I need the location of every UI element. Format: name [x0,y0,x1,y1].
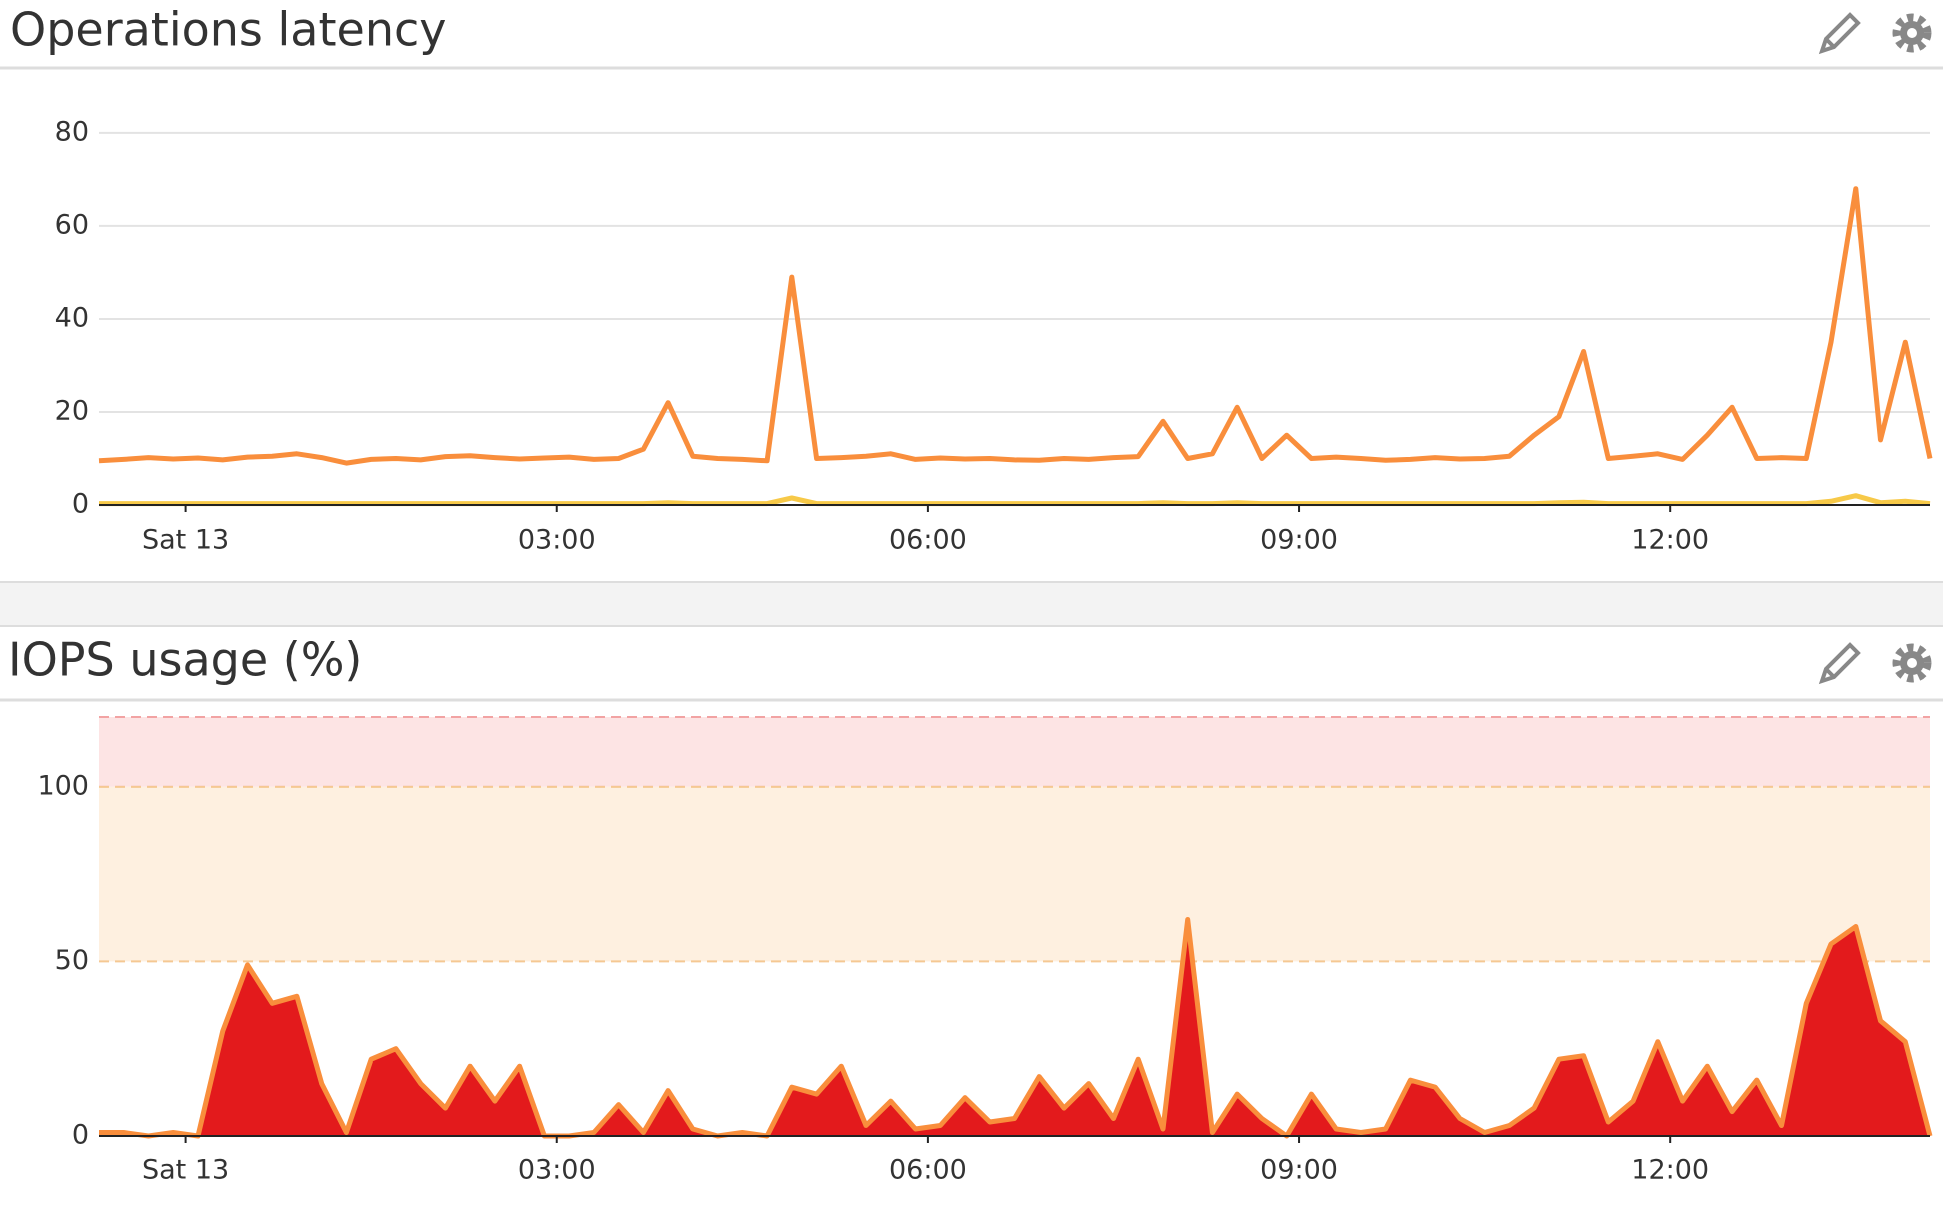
x-tick-label: 06:00 [889,1155,967,1186]
y-tick-label: 40 [55,302,89,333]
panel-title: IOPS usage (%) [8,633,362,687]
x-tick-label: 09:00 [1260,1155,1338,1186]
x-tick-label: 12:00 [1631,1155,1709,1186]
edit-icon[interactable] [1818,12,1861,55]
x-tick-label: 12:00 [1631,525,1709,556]
edit-icon[interactable] [1818,642,1861,685]
y-tick-label: 100 [37,770,89,801]
y-tick-label: 20 [55,395,89,426]
panel-gap [0,582,1943,626]
area-fill [99,919,1930,1136]
threshold-band [99,717,1930,787]
y-tick-label: 0 [72,1120,89,1151]
x-tick-label: 06:00 [889,525,967,556]
y-tick-label: 50 [55,945,89,976]
x-tick-label: Sat 13 [142,525,229,556]
panel-title: Operations latency [10,3,446,57]
settings-icon[interactable] [1892,13,1932,53]
x-tick-label: Sat 13 [142,1155,229,1186]
settings-icon[interactable] [1892,643,1932,683]
y-tick-label: 80 [55,116,89,147]
series-line [98,186,1933,466]
y-tick-label: 60 [55,209,89,240]
threshold-band [99,786,1930,962]
series-line [99,493,1931,507]
series-line [99,917,1933,1139]
x-tick-label: 03:00 [518,1155,596,1186]
y-tick-label: 0 [72,489,89,520]
x-tick-label: 03:00 [518,525,596,556]
x-tick-label: 09:00 [1260,525,1338,556]
